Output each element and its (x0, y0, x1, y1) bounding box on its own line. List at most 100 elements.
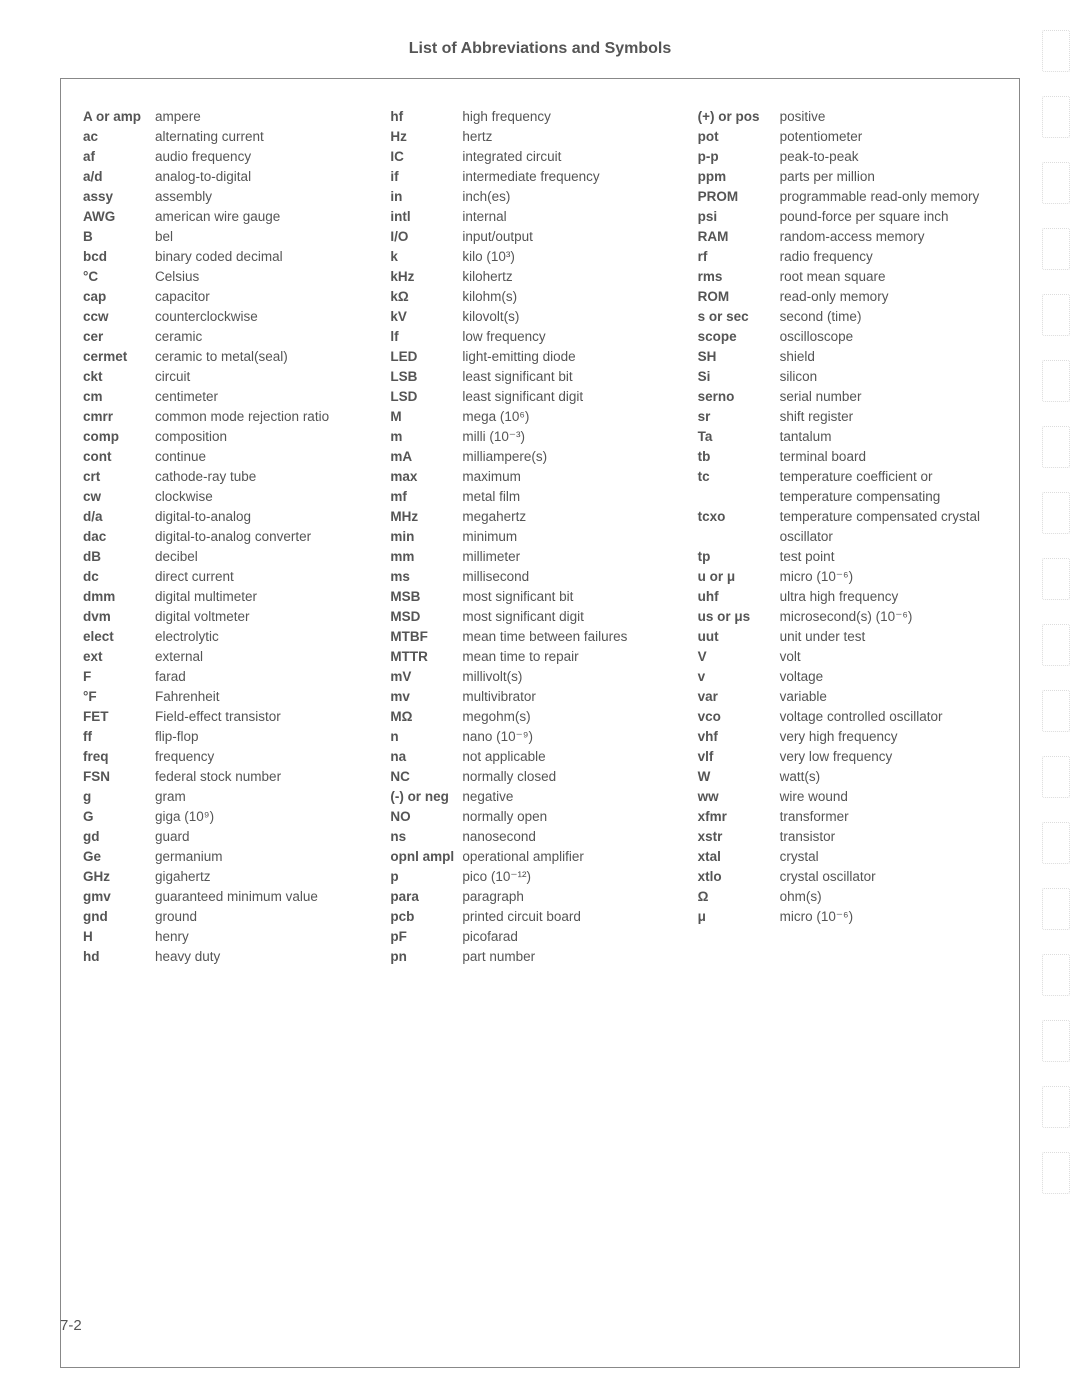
abbrev-term: Hz (390, 127, 462, 147)
abbrev-term: p-p (698, 147, 780, 167)
abbrev-row: varvariable (698, 687, 997, 707)
abbrev-definition: picofarad (462, 927, 689, 947)
abbrev-term: B (83, 227, 155, 247)
abbrev-term: V (698, 647, 780, 667)
abbrev-term: LED (390, 347, 462, 367)
abbrev-row: extexternal (83, 647, 382, 667)
side-tab (1042, 822, 1070, 864)
abbrev-term: NO (390, 807, 462, 827)
abbrev-definition: read-only memory (780, 287, 997, 307)
abbrev-term: H (83, 927, 155, 947)
abbrev-term: (+) or pos (698, 107, 780, 127)
abbrev-row: lflow frequency (390, 327, 689, 347)
abbrev-row: ffflip-flop (83, 727, 382, 747)
abbrev-term: AWG (83, 207, 155, 227)
abbrev-row: cwclockwise (83, 487, 382, 507)
abbrev-term: MΩ (390, 707, 462, 727)
abbrev-row: ppmparts per million (698, 167, 997, 187)
abbrev-definition: temperature coefficient or temperature c… (780, 467, 997, 507)
side-tab (1042, 360, 1070, 402)
abbrev-row: AWGamerican wire gauge (83, 207, 382, 227)
side-tab (1042, 96, 1070, 138)
abbrev-term: var (698, 687, 780, 707)
abbrev-definition: millisecond (462, 567, 689, 587)
abbrev-term: u or μ (698, 567, 780, 587)
abbrev-term: MHz (390, 507, 462, 527)
abbrev-definition: programmable read-only memory (780, 187, 997, 207)
abbrev-definition: alternating current (155, 127, 382, 147)
abbrev-row: ifintermediate frequency (390, 167, 689, 187)
abbrev-definition: composition (155, 427, 382, 447)
abbrev-row: ininch(es) (390, 187, 689, 207)
abbrev-definition: microsecond(s) (10⁻⁶) (780, 607, 997, 627)
abbrev-row: °CCelsius (83, 267, 382, 287)
abbrev-term: pF (390, 927, 462, 947)
abbrev-definition: voltage controlled oscillator (780, 707, 997, 727)
abbrev-term: hf (390, 107, 462, 127)
abbrev-row: sernoserial number (698, 387, 997, 407)
abbrev-row: d/adigital-to-analog (83, 507, 382, 527)
abbrev-term: SH (698, 347, 780, 367)
abbrev-row: MSBmost significant bit (390, 587, 689, 607)
abbrev-term: tb (698, 447, 780, 467)
abbrev-row: Hzhertz (390, 127, 689, 147)
abbrev-term: LSB (390, 367, 462, 387)
abbrev-term: intl (390, 207, 462, 227)
abbrev-row: vvoltage (698, 667, 997, 687)
side-tab (1042, 492, 1070, 534)
abbrev-definition: ground (155, 907, 382, 927)
abbrev-definition: megohm(s) (462, 707, 689, 727)
abbrev-term: ckt (83, 367, 155, 387)
abbrev-term: ac (83, 127, 155, 147)
abbrev-row: p-ppeak-to-peak (698, 147, 997, 167)
abbrev-definition: nanosecond (462, 827, 689, 847)
abbrev-row: A or ampampere (83, 107, 382, 127)
abbrev-definition: digital multimeter (155, 587, 382, 607)
abbrev-term: °F (83, 687, 155, 707)
abbrev-definition: counterclockwise (155, 307, 382, 327)
abbrev-definition: ultra high frequency (780, 587, 997, 607)
abbrev-row: MTTRmean time to repair (390, 647, 689, 667)
abbrev-term: dac (83, 527, 155, 547)
abbrev-row: MSDmost significant digit (390, 607, 689, 627)
abbrev-row: RAMrandom-access memory (698, 227, 997, 247)
abbrev-row: us or μsmicrosecond(s) (10⁻⁶) (698, 607, 997, 627)
abbrev-definition: normally open (462, 807, 689, 827)
abbrev-term: if (390, 167, 462, 187)
abbrev-row: kΩkilohm(s) (390, 287, 689, 307)
abbrev-term: max (390, 467, 462, 487)
abbrev-term: ns (390, 827, 462, 847)
abbrev-term: v (698, 667, 780, 687)
abbrev-term: MTBF (390, 627, 462, 647)
side-tab (1042, 690, 1070, 732)
abbrev-definition: inch(es) (462, 187, 689, 207)
abbrev-definition: ohm(s) (780, 887, 997, 907)
abbrev-row: SHshield (698, 347, 997, 367)
abbrev-definition: giga (10⁹) (155, 807, 382, 827)
abbrev-term: min (390, 527, 462, 547)
abbrev-term: ext (83, 647, 155, 667)
abbrev-definition: analog-to-digital (155, 167, 382, 187)
abbrev-term: kV (390, 307, 462, 327)
abbrev-definition: farad (155, 667, 382, 687)
abbrev-term: comp (83, 427, 155, 447)
abbrev-definition: second (time) (780, 307, 997, 327)
abbrev-definition: integrated circuit (462, 147, 689, 167)
abbrev-row: gdguard (83, 827, 382, 847)
abbrev-definition: most significant bit (462, 587, 689, 607)
abbrev-term: NC (390, 767, 462, 787)
abbrev-term: dvm (83, 607, 155, 627)
abbrev-definition: peak-to-peak (780, 147, 997, 167)
abbrev-definition: ampere (155, 107, 382, 127)
abbrev-row: crtcathode-ray tube (83, 467, 382, 487)
abbrev-definition: audio frequency (155, 147, 382, 167)
abbrev-row: °FFahrenheit (83, 687, 382, 707)
abbrev-definition: assembly (155, 187, 382, 207)
abbrev-definition: paragraph (462, 887, 689, 907)
abbrev-row: xtlocrystal oscillator (698, 867, 997, 887)
abbrev-term: ROM (698, 287, 780, 307)
abbrev-definition: serial number (780, 387, 997, 407)
abbrev-term: gd (83, 827, 155, 847)
abbrev-term: pcb (390, 907, 462, 927)
abbrev-definition: most significant digit (462, 607, 689, 627)
